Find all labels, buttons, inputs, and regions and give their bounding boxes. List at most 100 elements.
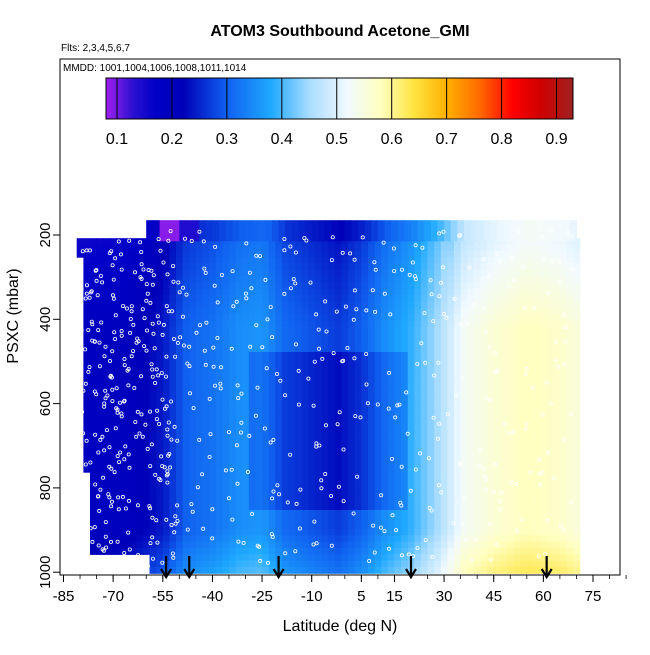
field-cell <box>414 554 422 562</box>
field-cell <box>473 358 482 366</box>
field-cell <box>308 408 316 416</box>
field-cell <box>394 333 402 340</box>
field-cell <box>162 434 170 442</box>
field-cell <box>103 415 111 423</box>
field-cell <box>354 263 362 271</box>
field-cell <box>500 535 508 543</box>
field-cell <box>381 263 389 271</box>
field-cell <box>381 440 389 448</box>
field-cell <box>553 244 561 252</box>
observation-point <box>465 320 470 325</box>
field-cell <box>222 370 230 378</box>
field-cell <box>566 503 574 511</box>
field-cell <box>295 269 303 277</box>
field-cell <box>473 427 482 435</box>
field-cell <box>414 497 422 505</box>
observation-point <box>219 272 224 277</box>
field-cell <box>387 269 395 277</box>
field-cell <box>288 478 296 486</box>
field-cell <box>209 402 217 410</box>
field-cell <box>176 301 184 309</box>
field-cell <box>308 554 316 562</box>
field-cell <box>467 554 475 562</box>
field-cell <box>176 326 184 334</box>
field-cell <box>487 503 495 511</box>
field-cell <box>493 453 501 460</box>
field-cell <box>520 244 528 252</box>
field-cell <box>288 238 296 246</box>
observation-point <box>223 468 228 473</box>
field-cell <box>526 269 534 277</box>
field-cell <box>348 408 356 416</box>
field-cell <box>235 244 243 252</box>
field-cell <box>169 370 177 378</box>
observation-point <box>469 558 474 563</box>
field-cell <box>103 345 111 353</box>
observation-point <box>415 362 420 367</box>
field-cell <box>328 516 336 524</box>
field-cell <box>334 345 343 353</box>
field-cell <box>540 503 548 511</box>
observation-point <box>452 296 457 301</box>
field-cell <box>149 263 157 271</box>
field-cell <box>420 434 429 442</box>
field-cell <box>454 415 462 423</box>
field-cell <box>295 339 303 347</box>
field-cell <box>229 320 237 328</box>
observation-point <box>491 490 496 495</box>
field-cell <box>460 491 468 498</box>
field-cell <box>268 320 276 328</box>
field-cell <box>229 453 237 460</box>
observation-point <box>187 391 192 396</box>
field-cell <box>566 282 574 290</box>
field-cell <box>493 459 501 467</box>
field-cell <box>90 446 98 454</box>
field-cell <box>513 465 521 473</box>
field-cell <box>460 535 468 543</box>
field-cell <box>480 497 488 505</box>
field-cell <box>467 529 475 536</box>
field-cell <box>288 465 296 473</box>
field-cell <box>142 326 151 334</box>
field-cell <box>162 370 170 378</box>
observation-point <box>197 229 202 234</box>
field-cell <box>553 288 561 296</box>
field-cell <box>295 503 303 511</box>
observation-point <box>249 286 254 291</box>
field-cell <box>142 288 151 296</box>
field-cell <box>480 339 488 347</box>
field-cell <box>275 440 283 448</box>
field-cell <box>281 288 290 296</box>
field-cell <box>460 510 468 517</box>
field-cell <box>149 288 157 296</box>
observation-point <box>536 554 541 559</box>
observation-point <box>110 263 115 268</box>
field-cell <box>202 510 210 517</box>
field-cell <box>427 434 435 442</box>
observation-point <box>562 362 567 367</box>
field-cell <box>407 459 415 467</box>
field-cell <box>229 269 237 277</box>
field-cell <box>493 548 501 555</box>
field-cell <box>162 276 170 283</box>
field-cell <box>520 434 528 442</box>
field-cell <box>215 421 223 429</box>
field-cell <box>156 503 164 511</box>
observation-point <box>178 335 183 340</box>
field-cell <box>103 320 111 328</box>
y-tick-label: 1000 <box>37 556 54 589</box>
field-cell <box>123 453 131 460</box>
field-cell <box>169 244 177 252</box>
field-cell <box>248 263 256 271</box>
field-cell <box>242 402 250 410</box>
field-cell <box>103 402 111 410</box>
field-cell <box>447 402 455 410</box>
field-cell <box>573 257 581 264</box>
field-cell <box>487 472 495 479</box>
observation-point <box>435 436 440 441</box>
field-cell <box>215 554 223 562</box>
field-cell <box>348 484 356 492</box>
field-cell <box>407 541 415 549</box>
field-cell <box>348 434 356 442</box>
field-cell <box>248 307 256 315</box>
